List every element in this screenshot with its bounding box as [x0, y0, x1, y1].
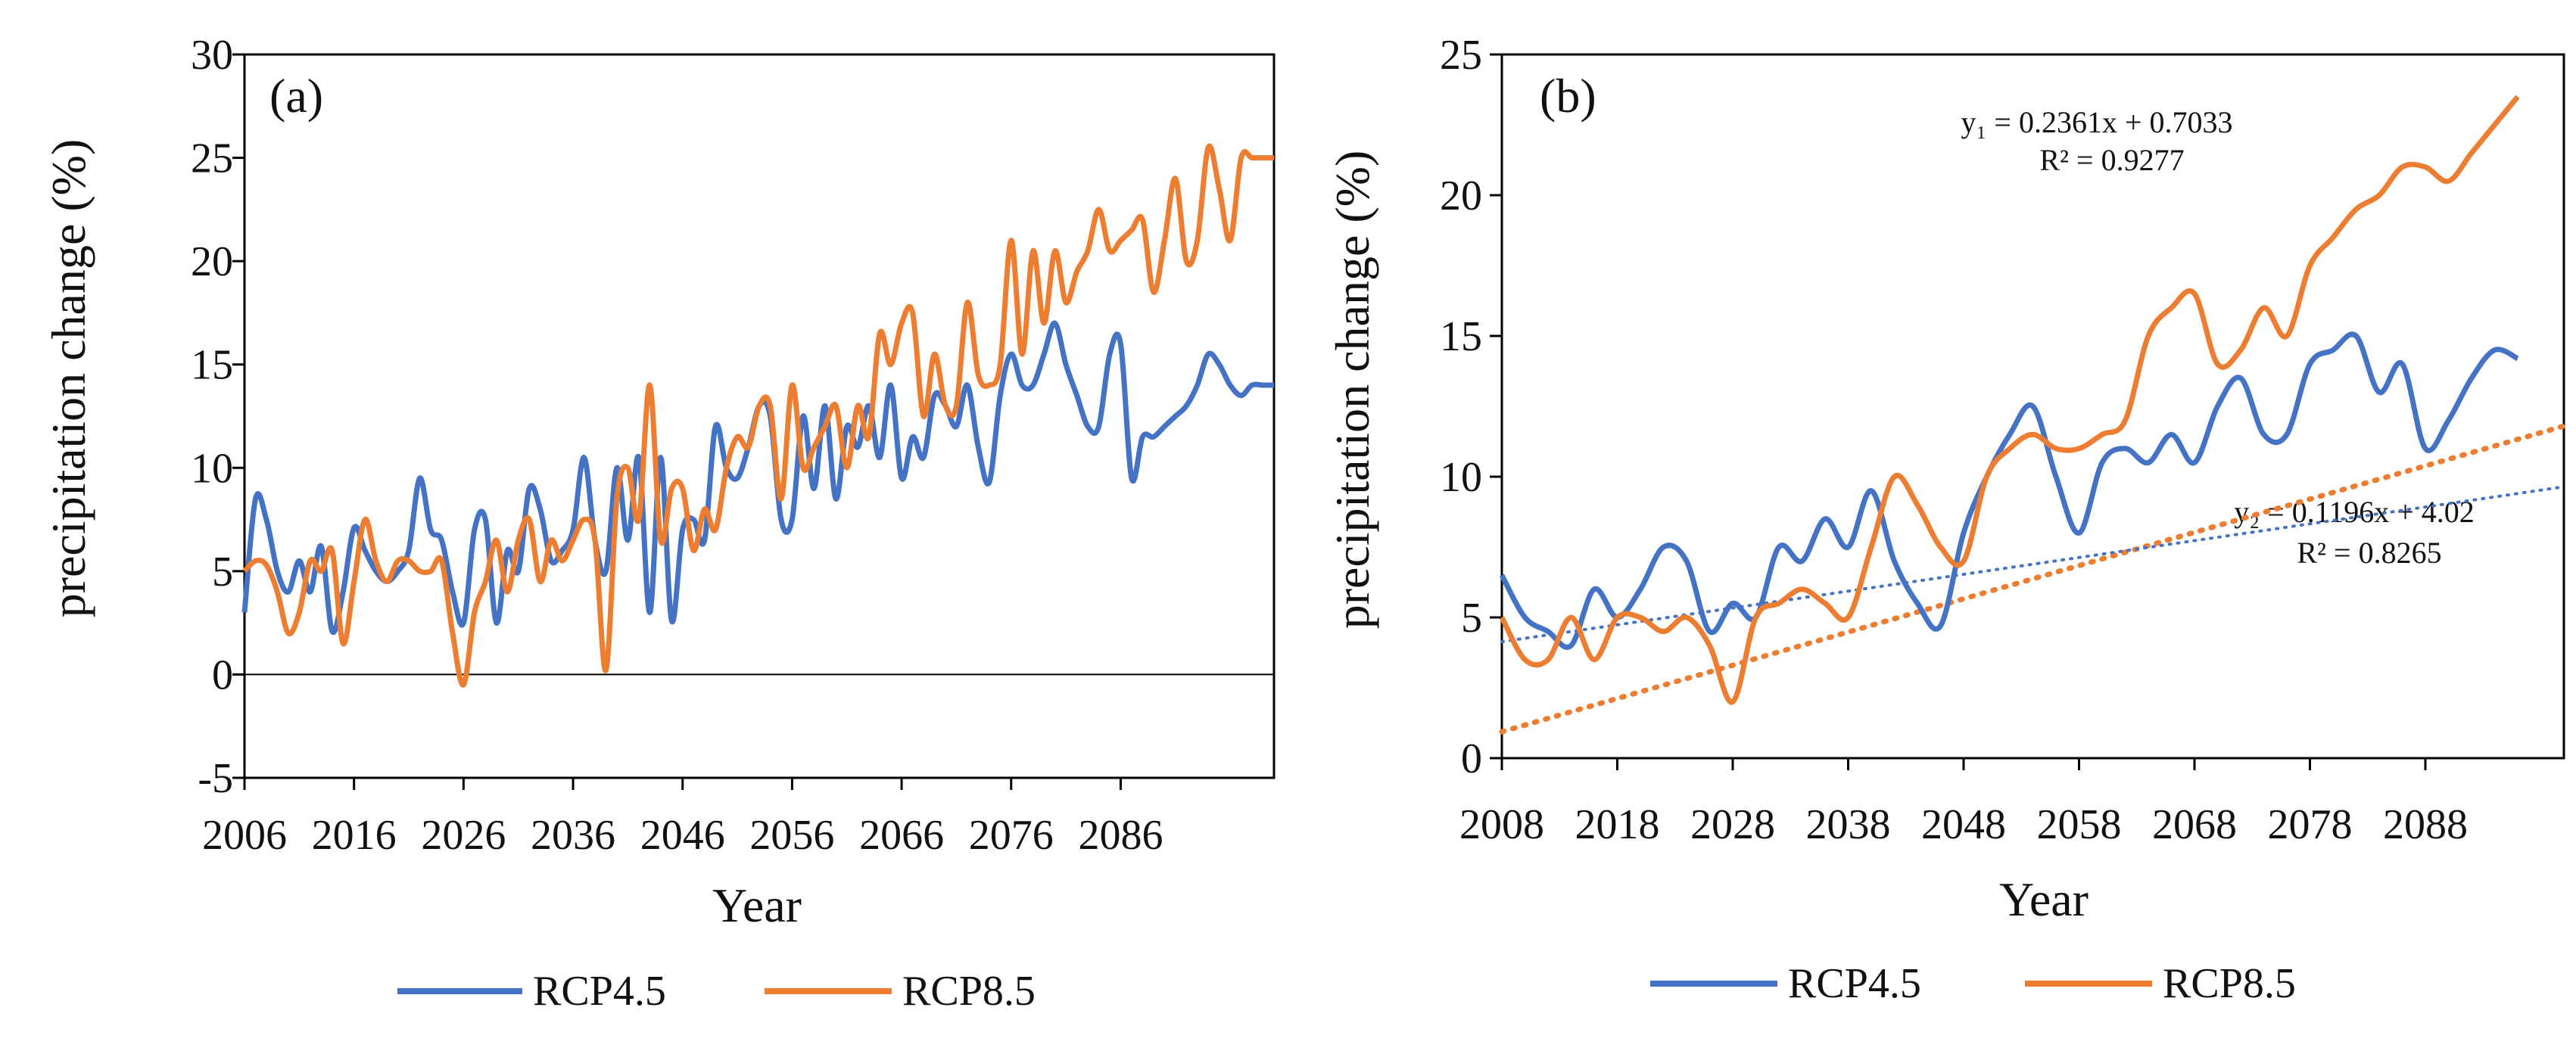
x-tick-label: 2046 — [640, 812, 725, 859]
y-tick-label: 20 — [191, 238, 233, 285]
series-line-RCP85 — [1499, 95, 2520, 705]
legend-a-rcp85-label: RCP8.5 — [902, 968, 1036, 1015]
y-tick-label: 0 — [1461, 735, 1482, 782]
x-tick-label: 2038 — [1806, 801, 1891, 848]
series-line-RCP45 — [241, 320, 1274, 636]
x-tick-label: 2028 — [1690, 801, 1775, 848]
panel-b-xlabel: Year — [1999, 872, 2089, 926]
y-tick-label: 5 — [212, 549, 233, 595]
x-tick-label: 2058 — [2037, 801, 2122, 848]
legend-b-rcp45-label: RCP4.5 — [1788, 960, 1921, 1007]
x-tick-label: 2006 — [202, 812, 287, 859]
y-tick-label: 25 — [1440, 32, 1482, 79]
y-tick-label: 10 — [1440, 454, 1482, 501]
y-tick-label: 20 — [1440, 173, 1482, 219]
x-tick-label: 2088 — [2383, 801, 2468, 848]
legend-b-rcp85-label: RCP8.5 — [2163, 960, 2296, 1007]
panel-a-label: (a) — [269, 69, 323, 123]
trend-rcp45-equation: y₂ = 0.1196x + 4.02 — [2234, 495, 2475, 529]
x-tick-label: 2078 — [2268, 801, 2353, 848]
x-tick-label: 2076 — [969, 812, 1054, 859]
x-tick-label: 2026 — [421, 812, 506, 859]
x-tick-label: 2016 — [312, 812, 397, 859]
y-tick-label: 0 — [212, 651, 233, 698]
plot-frame-0 — [243, 53, 1276, 779]
series-line-RCP45 — [1499, 331, 2519, 650]
x-tick-label: 2048 — [1921, 801, 2006, 848]
y-tick-label: 10 — [191, 445, 233, 492]
panel-b-ylabel: precipitation change (%) — [1325, 151, 1379, 630]
y-tick-label: 15 — [191, 342, 233, 389]
x-tick-label: 2086 — [1078, 812, 1163, 859]
x-tick-label: 2036 — [531, 812, 615, 859]
trendline-RCP85 — [1499, 423, 2567, 735]
x-tick-label: 2056 — [749, 812, 834, 859]
panel-a-ylabel: precipitation change (%) — [42, 139, 95, 618]
legend-a-rcp45-label: RCP4.5 — [533, 968, 666, 1015]
y-tick-label: 30 — [191, 32, 233, 79]
series-line-RCP85 — [242, 143, 1274, 688]
y-tick-label: 15 — [1440, 313, 1482, 360]
x-tick-label: 2066 — [859, 812, 944, 859]
x-tick-label: 2068 — [2152, 801, 2237, 848]
panel-a-chart: (a) precipitation change (%) Year RCP4.5… — [42, 32, 1276, 1015]
panel-b-label: (b) — [1540, 69, 1596, 123]
panel-a-xlabel: Year — [712, 878, 802, 932]
trend-rcp85-equation: y₁ = 0.2361x + 0.7033 — [1961, 105, 2232, 139]
x-tick-label: 2008 — [1459, 801, 1544, 848]
y-tick-label: 25 — [191, 135, 233, 182]
trend-rcp85-r2: R² = 0.9277 — [2039, 143, 2184, 177]
panel-b-chart: (b) precipitation change (%) Year RCP4.5… — [1325, 32, 2567, 1007]
y-tick-label: -5 — [198, 755, 233, 802]
trend-rcp45-r2: R² = 0.8265 — [2297, 536, 2441, 570]
y-tick-label: 5 — [1461, 595, 1482, 642]
x-tick-label: 2018 — [1575, 801, 1660, 848]
